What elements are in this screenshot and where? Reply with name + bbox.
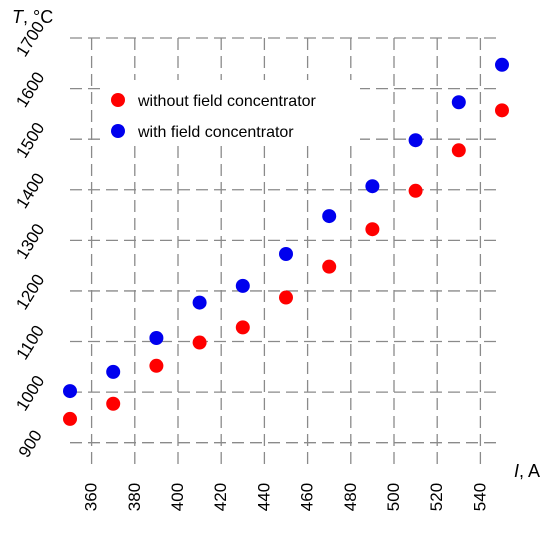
legend-marker-without-concentrator: [111, 93, 125, 107]
point-without-concentrator: [235, 320, 250, 335]
x-tick-label: 360: [82, 483, 101, 511]
y-tick-label: 1300: [12, 220, 48, 262]
point-with-concentrator: [235, 278, 250, 293]
y-axis-variable: T: [12, 7, 25, 27]
data-points: [63, 57, 509, 426]
point-with-concentrator: [322, 209, 337, 224]
point-with-concentrator: [149, 330, 164, 345]
y-tick-label: 1000: [12, 372, 48, 414]
legend-label-with-concentrator: with field concentrator: [137, 124, 294, 141]
x-axis-ticks: 360 380 400 420 440 460 480 500 520 540: [82, 483, 490, 511]
point-without-concentrator: [192, 335, 207, 350]
x-axis-unit: , A: [519, 461, 540, 481]
x-tick-label: 500: [384, 483, 403, 511]
x-tick-label: 460: [298, 483, 317, 511]
y-tick-label: 1600: [12, 69, 48, 111]
point-with-concentrator: [279, 247, 293, 262]
x-tick-label: 520: [427, 483, 446, 511]
x-tick-label: 540: [470, 483, 489, 511]
point-with-concentrator: [365, 179, 380, 194]
point-with-concentrator: [106, 364, 121, 379]
y-tick-label: 900: [15, 427, 46, 461]
x-tick-label: 420: [211, 483, 230, 511]
x-tick-label: 400: [168, 483, 187, 511]
legend-marker-with-concentrator: [111, 124, 125, 138]
point-with-concentrator: [451, 95, 466, 110]
point-without-concentrator: [322, 259, 337, 274]
point-without-concentrator: [63, 411, 77, 426]
y-tick-label: 1200: [12, 271, 48, 313]
point-without-concentrator: [365, 222, 380, 237]
x-tick-label: 480: [341, 483, 360, 511]
point-without-concentrator: [106, 396, 121, 411]
point-with-concentrator: [408, 133, 423, 148]
y-tick-label: 1100: [13, 322, 48, 363]
point-without-concentrator: [495, 103, 509, 118]
point-without-concentrator: [451, 143, 466, 158]
x-axis-variable: I: [514, 461, 519, 481]
legend-background: [100, 80, 360, 146]
y-axis-unit: , °C: [23, 7, 53, 27]
legend: without field concentrator with field co…: [100, 80, 360, 146]
x-axis-title: I, A: [514, 461, 540, 481]
point-without-concentrator: [149, 358, 164, 373]
y-tick-label: 1400: [12, 170, 48, 212]
x-tick-label: 380: [125, 483, 144, 511]
y-tick-label: 1500: [12, 119, 48, 161]
point-without-concentrator: [279, 290, 293, 305]
point-with-concentrator: [63, 384, 77, 399]
y-axis-title: T, °C: [12, 7, 53, 27]
point-with-concentrator: [495, 57, 509, 72]
point-without-concentrator: [408, 183, 423, 198]
point-with-concentrator: [192, 295, 207, 310]
x-tick-label: 440: [254, 483, 273, 511]
legend-label-without-concentrator: without field concentrator: [137, 93, 317, 110]
